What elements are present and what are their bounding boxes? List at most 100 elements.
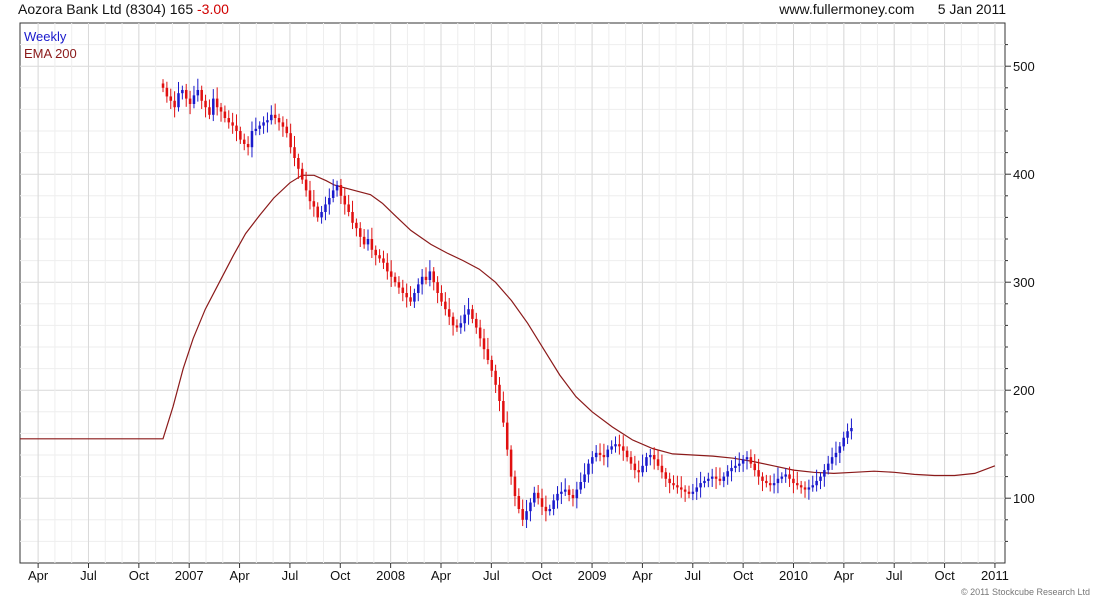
candle-body xyxy=(703,480,706,484)
candle xyxy=(200,85,203,109)
candle-body xyxy=(339,185,343,196)
candle xyxy=(811,475,815,492)
chart-source-date: www.fullermoney.com 5 Jan 2011 xyxy=(779,1,1006,17)
candle-body xyxy=(455,325,459,328)
candle-body xyxy=(803,487,807,490)
candle-body xyxy=(502,401,505,423)
candle xyxy=(169,88,173,109)
candle xyxy=(362,229,366,249)
candle xyxy=(444,292,447,316)
candle-body xyxy=(254,128,258,131)
candle-body xyxy=(417,284,420,293)
candle-body xyxy=(807,487,811,490)
candle-body xyxy=(691,491,695,494)
candle xyxy=(618,434,621,455)
candle xyxy=(389,260,393,287)
candle xyxy=(718,467,722,486)
candle-body xyxy=(359,228,362,237)
candle xyxy=(660,454,664,479)
candle xyxy=(714,467,718,489)
candle-body xyxy=(718,478,722,481)
candle xyxy=(212,89,215,122)
candle-body xyxy=(738,463,741,466)
candle-body xyxy=(668,478,671,484)
candle-body xyxy=(451,316,455,326)
candle-body xyxy=(799,485,803,488)
candle xyxy=(540,488,544,516)
candle xyxy=(780,472,784,484)
candle xyxy=(208,99,211,120)
candle-body xyxy=(304,179,308,191)
candle xyxy=(382,250,385,270)
candle xyxy=(293,135,296,167)
candle-body xyxy=(699,483,702,488)
candle xyxy=(629,451,633,470)
candle-body xyxy=(710,476,714,479)
candle xyxy=(796,471,799,490)
candle-body xyxy=(594,452,598,458)
candle xyxy=(235,114,238,142)
candle-body xyxy=(525,511,528,520)
candle xyxy=(204,94,207,118)
candle-body xyxy=(521,509,524,520)
candle xyxy=(494,364,497,394)
candle-body xyxy=(784,474,787,477)
candle-body xyxy=(428,271,432,281)
candle-body xyxy=(161,83,165,88)
candle xyxy=(227,110,231,129)
candle-body xyxy=(536,492,540,499)
candle xyxy=(548,504,552,516)
candle-body xyxy=(212,98,215,115)
candle-body xyxy=(177,93,180,108)
candle xyxy=(676,475,679,494)
candle xyxy=(242,133,246,151)
candle xyxy=(505,411,509,456)
candle-body xyxy=(776,478,780,484)
candle xyxy=(722,472,726,488)
candle xyxy=(680,476,683,498)
candle xyxy=(370,227,374,259)
candle-body xyxy=(184,89,188,99)
candle xyxy=(440,285,443,306)
candle xyxy=(417,278,420,302)
candle xyxy=(579,472,582,494)
candle xyxy=(683,485,687,502)
candle-body xyxy=(362,236,366,245)
candle xyxy=(591,451,594,474)
candle xyxy=(641,454,644,477)
candle xyxy=(695,477,698,500)
candle-body xyxy=(204,100,207,108)
candle xyxy=(529,498,532,522)
candle-body xyxy=(509,449,513,477)
candle-body xyxy=(633,463,637,471)
candle xyxy=(393,272,397,287)
candle-body xyxy=(444,301,447,310)
candle xyxy=(490,355,494,378)
candle-body xyxy=(664,472,668,479)
candle xyxy=(761,472,764,492)
candle xyxy=(196,78,200,102)
candle-body xyxy=(328,197,331,205)
candle-body xyxy=(475,318,478,328)
candle xyxy=(262,116,265,134)
candle xyxy=(826,455,830,475)
candle-body xyxy=(575,489,579,499)
candle-body xyxy=(560,491,563,494)
candle xyxy=(563,478,567,497)
candle xyxy=(219,102,223,122)
candle xyxy=(486,337,490,365)
candle-body xyxy=(637,470,640,473)
candle-body xyxy=(730,467,733,472)
candle-body xyxy=(505,422,509,450)
candle-body xyxy=(169,96,173,101)
candle xyxy=(165,81,169,103)
candle xyxy=(799,480,803,494)
x-tick-label: Jul xyxy=(282,568,299,583)
candle xyxy=(498,377,501,412)
ticker-name: Aozora Bank Ltd (8304) xyxy=(18,1,166,17)
candle xyxy=(335,180,339,197)
candle xyxy=(788,466,791,487)
candle xyxy=(726,465,729,485)
candle xyxy=(347,194,350,217)
x-tick-label: Jul xyxy=(886,568,903,583)
